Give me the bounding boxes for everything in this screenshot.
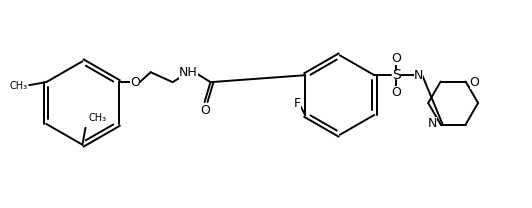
Text: O: O (470, 76, 479, 89)
Text: CH₃: CH₃ (9, 81, 27, 91)
Text: S: S (392, 68, 401, 82)
Text: O: O (392, 85, 401, 99)
Text: NH: NH (179, 66, 198, 79)
Text: CH₃: CH₃ (88, 113, 106, 123)
Text: F: F (294, 97, 301, 109)
Text: N: N (413, 69, 423, 82)
Text: O: O (392, 52, 401, 65)
Text: N: N (427, 117, 437, 130)
Text: O: O (130, 76, 140, 89)
Text: O: O (201, 104, 211, 118)
